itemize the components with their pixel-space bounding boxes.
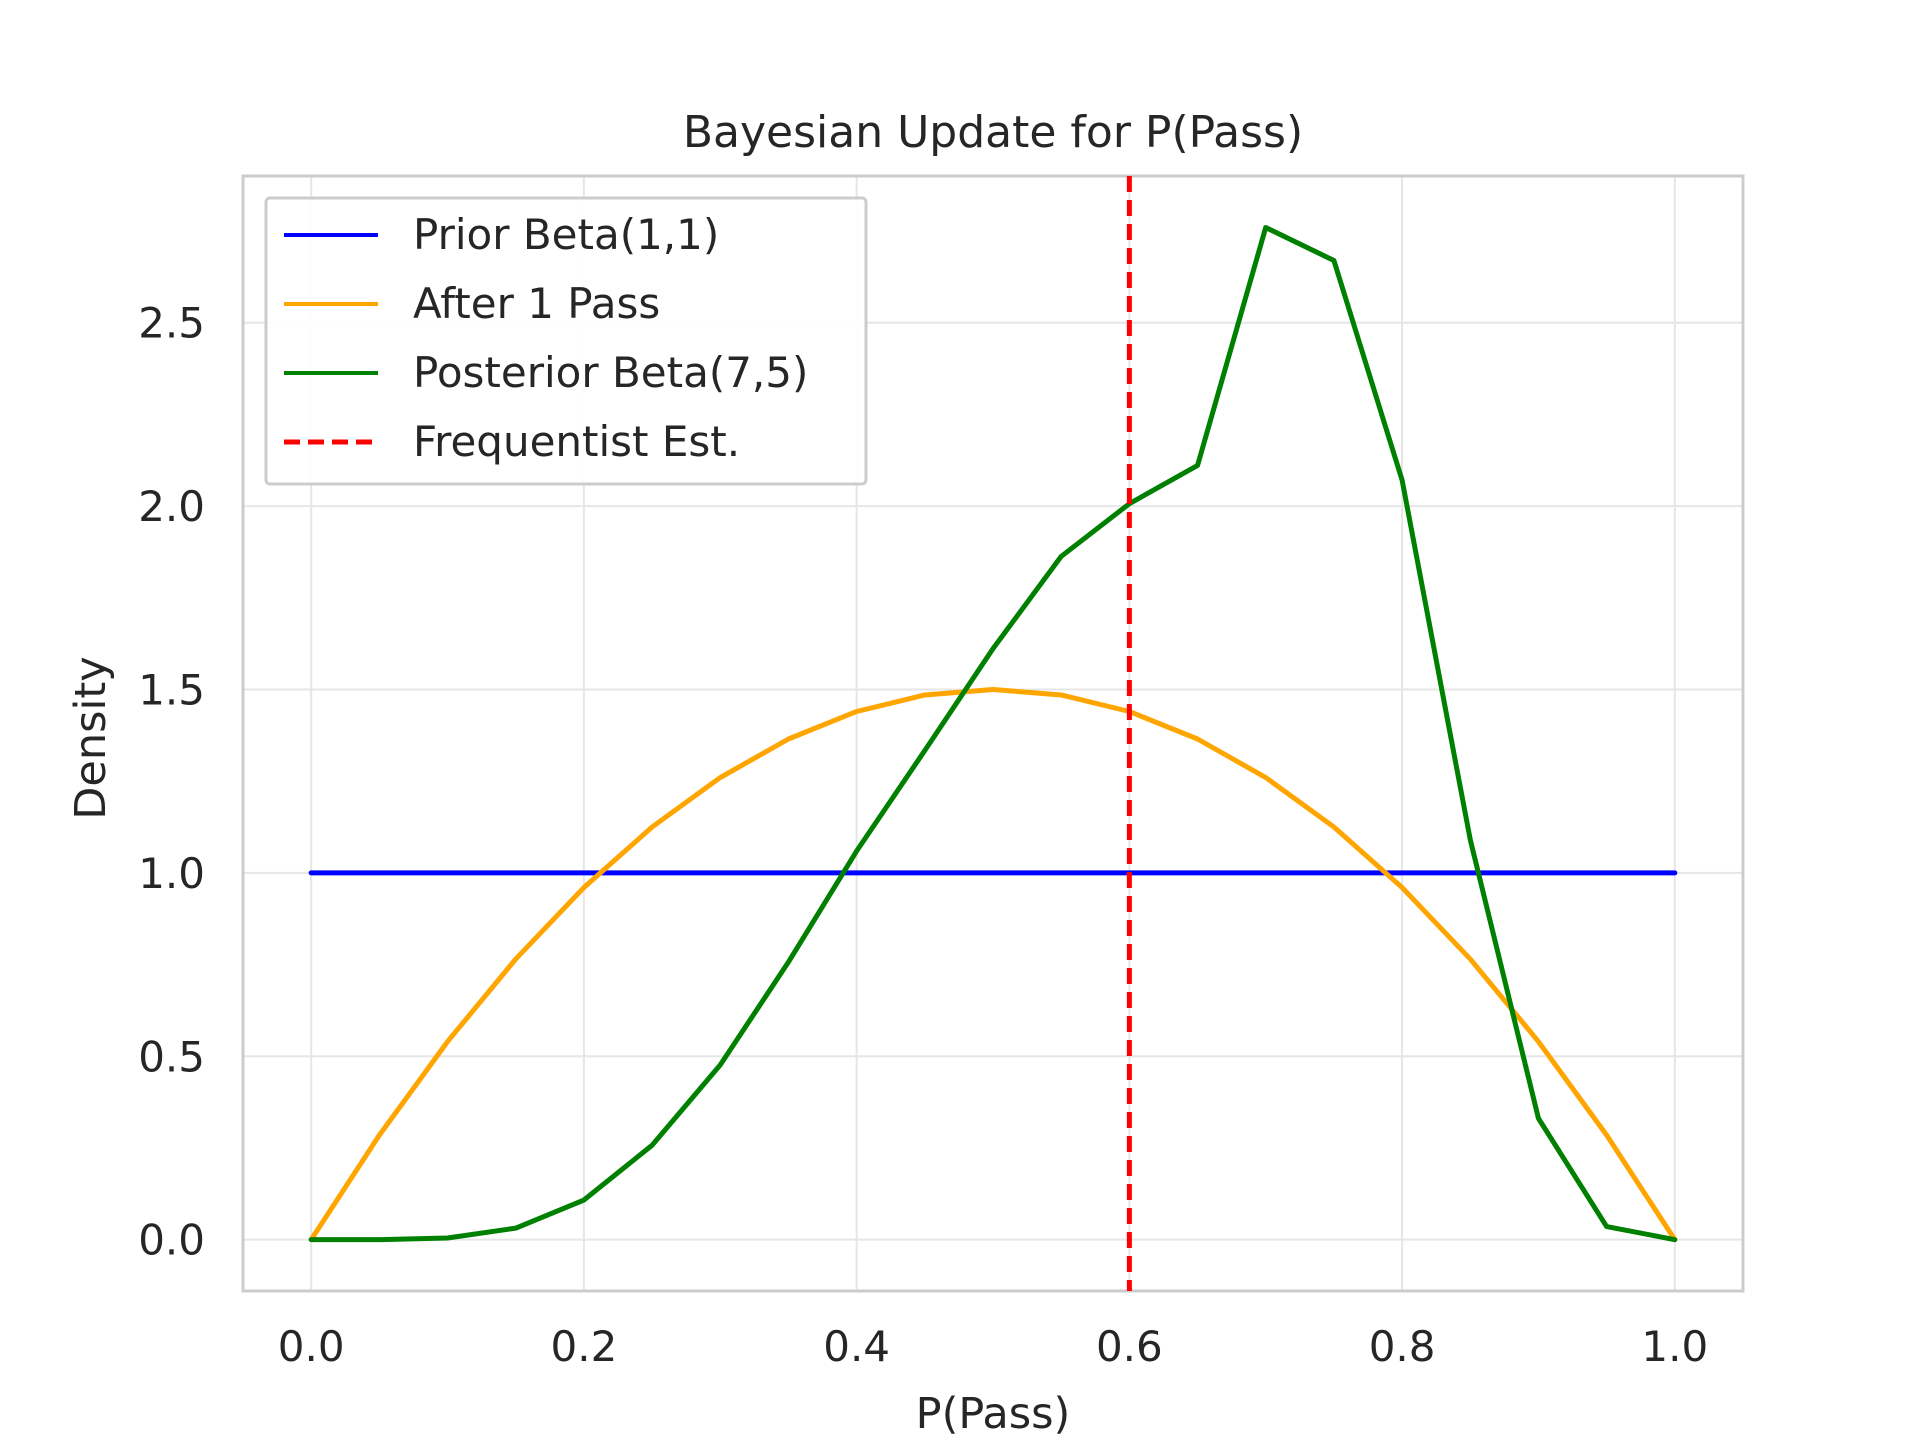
y-tick-label: 1.0 xyxy=(138,849,205,898)
plot-frame xyxy=(241,174,1745,1293)
y-tick-label: 2.0 xyxy=(138,482,205,531)
y-axis-label: Density xyxy=(66,656,116,819)
series-line xyxy=(308,686,1678,1243)
x-axis-label: P(Pass) xyxy=(916,1389,1071,1439)
series-line xyxy=(308,224,1678,1243)
legend-label-prior: Prior Beta(1,1) xyxy=(413,210,719,259)
x-tick-label: 0.6 xyxy=(1096,1322,1163,1371)
y-tick-labels: 0.0 0.5 1.0 1.5 2.0 2.5 xyxy=(138,299,205,1265)
series-layer xyxy=(308,176,1678,1291)
y-tick-label: 1.5 xyxy=(138,665,205,714)
y-tick-label: 0.5 xyxy=(138,1032,205,1081)
legend-label-after-1-pass: After 1 Pass xyxy=(413,279,660,328)
x-tick-label: 0.8 xyxy=(1369,1322,1436,1371)
x-tick-label: 0.4 xyxy=(823,1322,890,1371)
chart-title: Bayesian Update for P(Pass) xyxy=(683,107,1303,158)
legend-label-frequentist: Frequentist Est. xyxy=(413,417,740,466)
x-tick-labels: 0.0 0.2 0.4 0.6 0.8 1.0 xyxy=(278,1322,1708,1371)
y-tick-label: 0.0 xyxy=(138,1216,205,1265)
x-tick-label: 0.0 xyxy=(278,1322,345,1371)
y-tick-label: 2.5 xyxy=(138,299,205,348)
legend-box xyxy=(264,196,868,486)
x-tick-label: 0.2 xyxy=(551,1322,618,1371)
x-tick-label: 1.0 xyxy=(1641,1322,1708,1371)
legend: Prior Beta(1,1) After 1 Pass Posterior B… xyxy=(264,196,868,486)
legend-label-posterior: Posterior Beta(7,5) xyxy=(413,348,808,397)
